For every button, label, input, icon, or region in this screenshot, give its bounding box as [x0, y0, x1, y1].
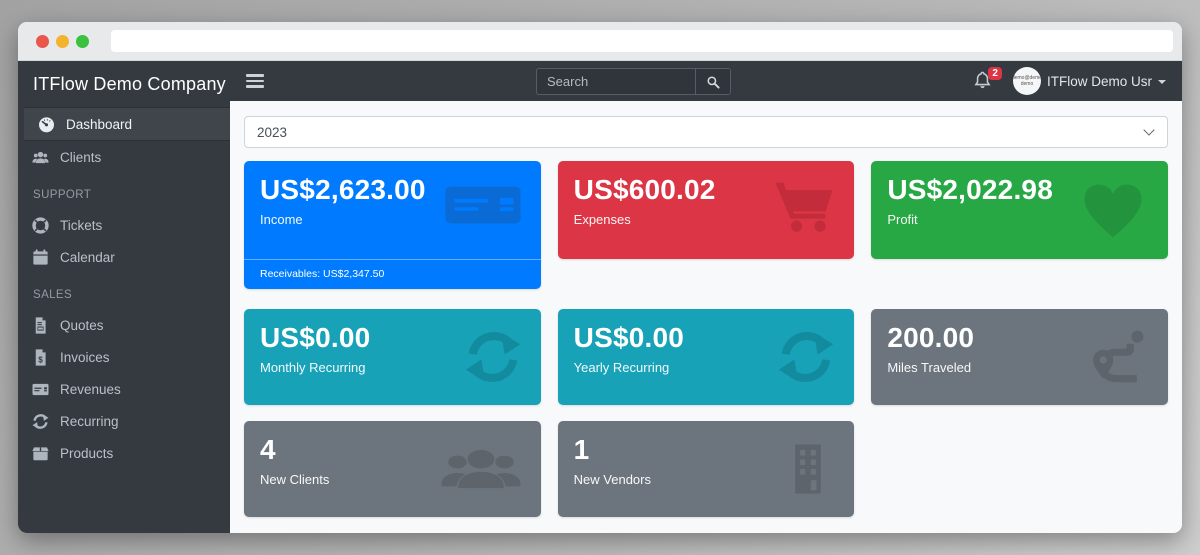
yearly-recurring-card[interactable]: US$0.00 Yearly Recurring — [557, 309, 855, 405]
sidebar: ITFlow Demo Company Dashboard Clients SU… — [18, 61, 230, 533]
tachometer-icon — [38, 116, 55, 133]
sidebar-item-label: Quotes — [60, 317, 104, 333]
file-invoice-dollar-icon — [35, 348, 46, 366]
dashboard-content: 2023 US$2,623.00 Income Receivables: — [230, 101, 1182, 533]
sidebar-item-clients[interactable]: Clients — [18, 141, 230, 173]
expenses-card[interactable]: US$600.02 Expenses — [557, 161, 855, 259]
sidebar-toggle-button[interactable] — [246, 74, 264, 88]
new-vendors-card[interactable]: 1 New Vendors — [557, 421, 855, 517]
new-clients-count: 4 — [260, 434, 276, 465]
sidebar-item-label: Dashboard — [66, 116, 133, 132]
users-icon — [32, 151, 49, 163]
miles-traveled-card[interactable]: 200.00 Miles Traveled — [871, 309, 1168, 405]
miles-traveled-amount: 200.00 — [887, 322, 975, 353]
sidebar-item-label: Tickets — [60, 217, 103, 233]
sidebar-item-label: Recurring — [60, 413, 119, 429]
profit-card[interactable]: US$2,022.98 Profit — [871, 161, 1168, 259]
life-ring-icon — [32, 216, 49, 234]
company-title: ITFlow Demo Company — [33, 74, 226, 94]
heart-icon — [1084, 184, 1142, 238]
sidebar-item-label: Invoices — [60, 349, 110, 365]
yearly-recurring-label: Yearly Recurring — [573, 360, 670, 376]
close-window-button[interactable] — [36, 34, 49, 48]
route-icon — [1092, 330, 1144, 383]
shopping-cart-icon — [775, 182, 833, 232]
monthly-recurring-amount: US$0.00 — [260, 322, 371, 353]
profit-label: Profit — [887, 212, 918, 228]
sidebar-item-quotes[interactable]: Quotes — [18, 309, 230, 341]
notifications-button[interactable]: 2 — [973, 67, 1002, 92]
new-vendors-count: 1 — [573, 434, 590, 465]
chevron-down-icon — [1158, 80, 1166, 84]
profit-amount: US$2,022.98 — [887, 174, 1053, 205]
credit-card-icon — [32, 383, 49, 395]
avatar-text: demo — [1020, 81, 1034, 87]
new-clients-card[interactable]: 4 New Clients — [244, 421, 541, 517]
user-name: ITFlow Demo Usr — [1046, 73, 1152, 89]
miles-traveled-label: Miles Traveled — [887, 360, 972, 376]
building-icon — [795, 444, 822, 494]
sidebar-item-calendar[interactable]: Calendar — [18, 241, 230, 273]
browser-chrome — [18, 22, 1182, 61]
browser-window: ITFlow Demo Company Dashboard Clients SU… — [18, 22, 1182, 533]
sidebar-item-label: Revenues — [60, 381, 121, 397]
minimize-window-button[interactable] — [56, 34, 69, 48]
income-label: Income — [260, 212, 303, 228]
year-select[interactable]: 2023 — [244, 116, 1168, 148]
sidebar-section-support: SUPPORT — [33, 189, 92, 201]
window-controls — [36, 34, 89, 48]
avatar: demo@demo demo — [1012, 67, 1041, 95]
notification-badge: 2 — [988, 67, 1002, 80]
search-input[interactable] — [537, 69, 695, 94]
avatar-text: demo@demo — [1012, 75, 1041, 81]
search-icon — [707, 75, 720, 89]
address-bar[interactable] — [111, 30, 1173, 52]
sidebar-item-invoices[interactable]: Invoices — [18, 341, 230, 373]
expenses-amount: US$600.02 — [573, 174, 716, 205]
user-menu[interactable]: demo@demo demo ITFlow Demo Usr — [1005, 67, 1166, 95]
sidebar-item-label: Products — [60, 445, 114, 461]
sync-icon — [32, 412, 49, 430]
monthly-recurring-card[interactable]: US$0.00 Monthly Recurring — [244, 309, 541, 405]
income-amount: US$2,623.00 — [260, 174, 426, 205]
top-navbar: 2 demo@demo demo ITFlow Demo Usr — [230, 61, 1182, 101]
sidebar-item-revenues[interactable]: Revenues — [18, 373, 230, 405]
sidebar-section-sales: SALES — [33, 289, 73, 301]
sidebar-item-recurring[interactable]: Recurring — [18, 405, 230, 437]
sync-icon — [463, 328, 523, 386]
new-vendors-label: New Vendors — [573, 472, 651, 488]
sidebar-item-tickets[interactable]: Tickets — [18, 209, 230, 241]
users-icon — [441, 449, 521, 489]
credit-card-icon — [445, 186, 521, 224]
new-clients-label: New Clients — [260, 472, 330, 488]
income-card[interactable]: US$2,623.00 Income Receivables: US$2,347… — [244, 161, 541, 289]
sidebar-item-label: Calendar — [60, 249, 115, 265]
sidebar-item-label: Clients — [60, 149, 102, 165]
maximize-window-button[interactable] — [76, 34, 89, 48]
yearly-recurring-amount: US$0.00 — [573, 322, 685, 353]
expenses-label: Expenses — [573, 212, 631, 228]
income-receivables: Receivables: US$2,347.50 — [244, 259, 541, 289]
search-button[interactable] — [695, 69, 730, 94]
calendar-icon — [33, 248, 48, 265]
sync-icon — [776, 328, 836, 386]
search-group — [536, 68, 731, 95]
sidebar-item-products[interactable]: Products — [18, 437, 230, 469]
box-icon — [32, 446, 49, 460]
sidebar-item-dashboard[interactable]: Dashboard — [24, 107, 230, 141]
monthly-recurring-label: Monthly Recurring — [260, 360, 366, 376]
file-lines-icon — [35, 316, 46, 334]
